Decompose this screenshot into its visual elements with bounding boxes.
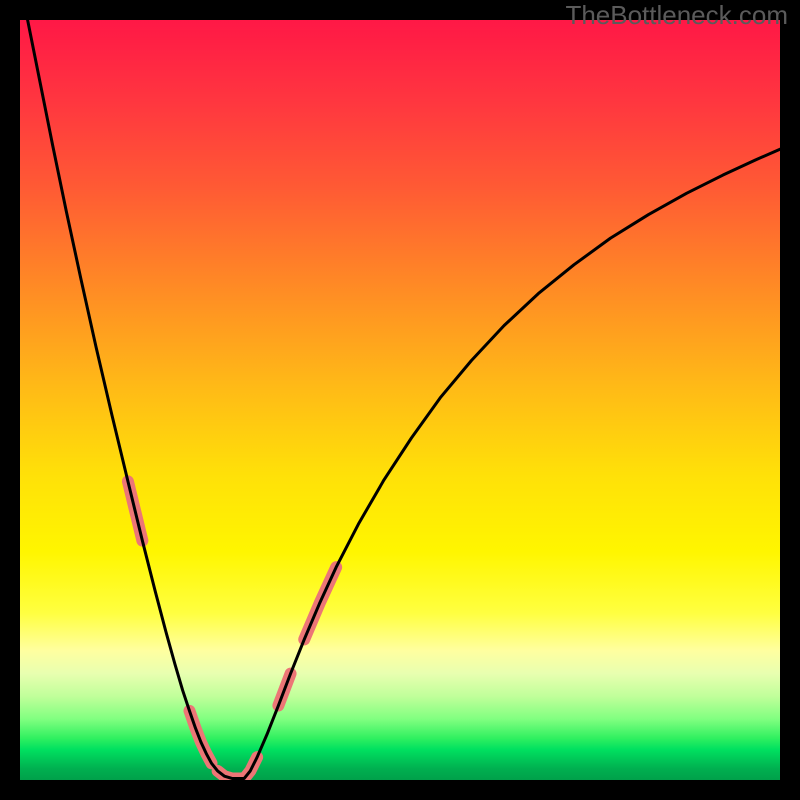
- chart-frame: [0, 0, 800, 800]
- watermark-text: TheBottleneck.com: [565, 0, 788, 31]
- curve-layer: [20, 20, 780, 780]
- bottleneck-curve: [28, 20, 780, 778]
- plot-area: [20, 20, 780, 780]
